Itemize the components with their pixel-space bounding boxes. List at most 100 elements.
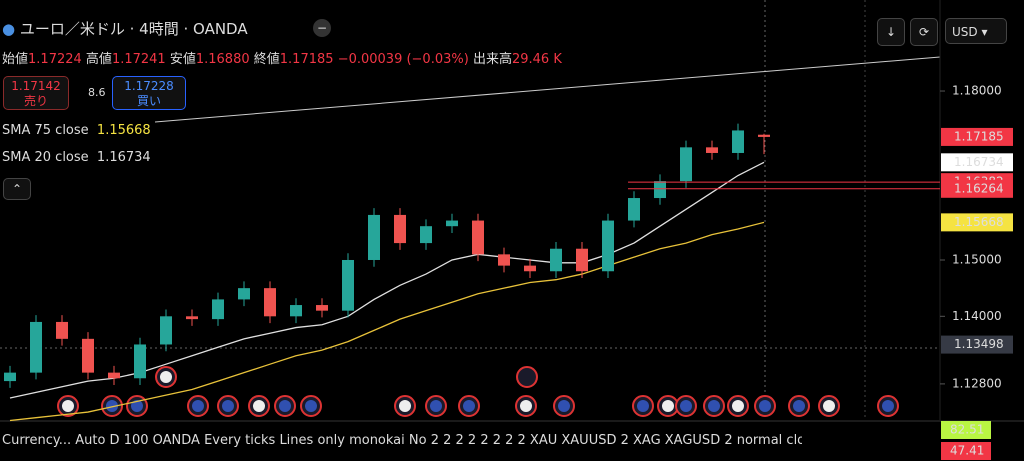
indicator-legend: Currency... Auto D 100 OANDA Every ticks…	[2, 433, 802, 448]
event-icon-inner	[680, 400, 692, 412]
candle-body	[680, 147, 692, 182]
price-badge-label: 1.15668	[954, 215, 1004, 229]
indicator-badge-label: 47.41	[950, 444, 984, 458]
ohlc-label: 始値	[2, 52, 29, 67]
candle-body	[264, 288, 276, 317]
price-badge	[941, 179, 1013, 198]
event-icon-inner	[662, 400, 674, 412]
event-icon-inner	[279, 400, 291, 412]
price-badge-label: 1.17185	[954, 129, 1004, 143]
candle-body	[212, 299, 224, 320]
candle-body	[160, 316, 172, 345]
candle-body	[498, 254, 510, 266]
refresh-button[interactable]: ⟳	[910, 18, 938, 46]
volume-value: 29.46 K	[511, 52, 562, 67]
price-badge-label: 1.13498	[954, 337, 1004, 351]
volume-label: 出来高	[472, 52, 512, 67]
candle-body	[134, 344, 146, 379]
price-label: 1.15000	[952, 252, 1002, 266]
trend-line	[154, 56, 941, 123]
event-icon-inner	[160, 371, 172, 383]
candle-body	[368, 214, 380, 260]
event-icon-inner	[305, 400, 317, 412]
event-icon-inner	[222, 400, 234, 412]
price-badge	[941, 153, 1013, 172]
candle-body	[628, 198, 640, 221]
collapse-button[interactable]: ⌃	[3, 178, 31, 200]
spread: 8.6	[88, 86, 106, 99]
ohlc-value: 1.17185	[279, 52, 334, 67]
ohlc-value: 1.17224	[28, 52, 82, 67]
candle-body	[758, 134, 770, 137]
sma20-legend[interactable]: SMA 20 close 1.16734	[2, 150, 151, 165]
candle-body	[420, 226, 432, 244]
ohlc-value: 1.17241	[111, 52, 166, 67]
candle-body	[550, 248, 562, 272]
price-badge-label: 1.16734	[954, 155, 1004, 169]
title-text: ユーロ／米ドル · 4時間 · OANDA	[19, 20, 248, 38]
symbol-title[interactable]: ● ユーロ／米ドル · 4時間 · OANDA	[2, 20, 248, 38]
ohlc-label: 安値	[169, 52, 196, 67]
price-badge	[941, 213, 1013, 232]
sell-price: 1.17142	[11, 79, 61, 93]
ohlc-label: 高値	[85, 52, 112, 67]
currency-text: USD	[952, 25, 978, 39]
more-button[interactable]: −	[313, 19, 331, 37]
indicator-value: 1.15668	[96, 123, 151, 138]
candle-body	[30, 321, 42, 373]
currency-select[interactable]: USD ▾	[945, 18, 1007, 44]
indicator-name: SMA 75 close	[2, 123, 89, 138]
sma75-legend[interactable]: SMA 75 close 1.15668	[2, 123, 151, 138]
event-icon-inner	[430, 400, 442, 412]
price-label: 1.14000	[952, 309, 1002, 323]
candle-body	[602, 220, 614, 272]
ohlc-label: 終値	[253, 52, 280, 67]
buy-price: 1.17228	[124, 79, 174, 93]
event-icon-inner	[708, 400, 720, 412]
price-badge	[941, 335, 1013, 354]
event-icon-inner	[399, 400, 411, 412]
sell-label: 売り	[23, 94, 48, 108]
buy-button[interactable]: 1.17228 買い	[112, 76, 186, 110]
event-icon-inner	[823, 400, 835, 412]
event-icon-inner	[759, 400, 771, 412]
candle-body	[290, 305, 302, 317]
candle-body	[654, 181, 666, 199]
change-value: −0.00039 (−0.03%)	[337, 52, 469, 67]
buy-label: 買い	[136, 94, 161, 108]
event-icon-inner	[106, 400, 118, 412]
candle-body	[108, 372, 120, 379]
candle-body	[186, 316, 198, 320]
indicator-badge	[941, 421, 991, 439]
event-icon-inner	[882, 400, 894, 412]
candle-body	[524, 265, 536, 272]
candle-body	[56, 321, 68, 339]
candle-body	[316, 305, 328, 311]
price-label: 1.18000	[952, 84, 1002, 98]
event-icon-inner	[637, 400, 649, 412]
event-icon-inner	[558, 400, 570, 412]
candle-body	[394, 214, 406, 244]
event-icon-inner	[62, 400, 74, 412]
event-icon-inner	[131, 400, 143, 412]
event-icon-inner	[192, 400, 204, 412]
event-icon-inner	[732, 400, 744, 412]
indicator-badge-label: 82.51	[950, 423, 984, 437]
candle-body	[732, 130, 744, 153]
price-badge-label: 1.16264	[954, 181, 1004, 195]
candle-body	[446, 220, 458, 227]
event-icon-inner	[793, 400, 805, 412]
price-label: 1.12800	[952, 376, 1002, 390]
event-icon-inner	[463, 400, 475, 412]
candle-body	[238, 288, 250, 300]
candle-body	[576, 248, 588, 272]
sell-button[interactable]: 1.17142 売り	[3, 76, 69, 110]
candle-body	[4, 372, 16, 382]
candle-body	[342, 259, 354, 311]
candle-body	[706, 147, 718, 153]
download-button[interactable]: ↓	[877, 18, 905, 46]
candle-body	[472, 220, 484, 255]
event-icon-inner	[253, 400, 265, 412]
